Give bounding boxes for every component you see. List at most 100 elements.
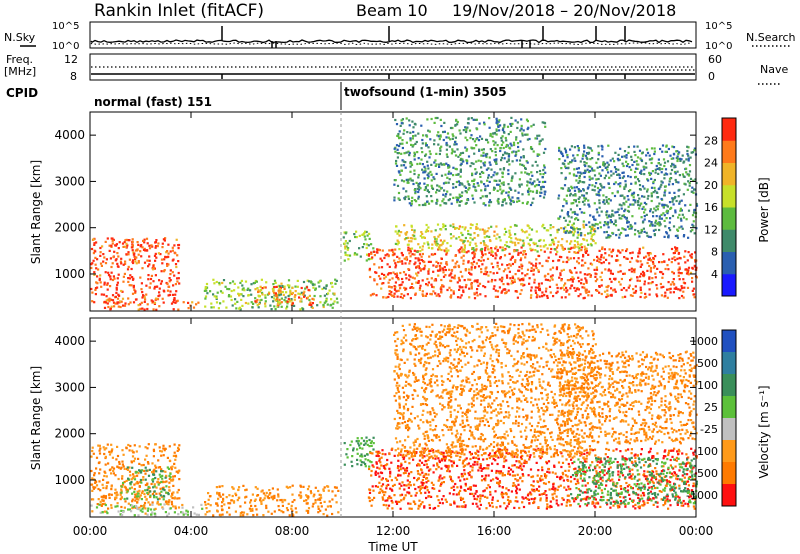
data-cell (606, 289, 609, 292)
data-cell (583, 458, 586, 461)
data-cell (318, 280, 321, 283)
data-cell (638, 252, 641, 255)
data-cell (261, 287, 264, 290)
data-cell (364, 238, 367, 241)
data-cell (173, 496, 176, 499)
data-cell (99, 274, 102, 277)
data-cell (287, 502, 290, 505)
data-cell (424, 294, 428, 297)
data-cell (131, 477, 134, 480)
data-cell (622, 287, 626, 290)
data-cell (416, 447, 419, 450)
data-cell (560, 256, 563, 259)
data-cell (435, 294, 438, 297)
data-cell (496, 233, 499, 236)
data-cell (508, 232, 511, 235)
data-cell (593, 218, 596, 221)
data-cell (174, 507, 177, 510)
data-cell (631, 251, 634, 254)
data-cell (130, 510, 133, 513)
data-cell (678, 297, 681, 300)
data-cell (577, 167, 580, 170)
data-cell (131, 498, 134, 501)
data-cell (618, 233, 621, 236)
data-cell (161, 242, 164, 245)
data-cell (694, 259, 697, 262)
data-cell (408, 481, 411, 484)
data-cell (585, 249, 588, 253)
data-cell (370, 257, 373, 260)
data-cell (139, 250, 142, 253)
data-cell (111, 294, 115, 297)
data-cell (640, 216, 643, 219)
data-cell (122, 275, 125, 278)
data-cell (505, 274, 509, 277)
data-cell (107, 274, 111, 277)
data-cell (175, 470, 178, 473)
data-cell (532, 273, 535, 276)
data-cell (484, 249, 487, 252)
data-cell (435, 172, 438, 175)
data-cell (445, 251, 449, 254)
data-cell (508, 163, 511, 166)
data-cell (472, 260, 476, 263)
data-cell (169, 269, 172, 272)
data-cell (132, 475, 135, 478)
data-cell (442, 241, 445, 244)
data-cell (623, 150, 627, 153)
data-cell (623, 155, 626, 158)
data-cell (482, 154, 485, 157)
data-cell (573, 230, 576, 233)
data-cell (362, 461, 365, 464)
data-cell (598, 194, 601, 197)
data-cell (679, 207, 682, 210)
data-cell (154, 514, 157, 517)
data-cell (443, 266, 446, 269)
data-cell (469, 465, 472, 468)
data-cell (574, 194, 577, 197)
data-cell (453, 274, 456, 277)
data-cell (463, 473, 467, 476)
data-cell (544, 474, 547, 477)
data-cell (525, 230, 528, 233)
data-cell (159, 449, 162, 453)
data-cell (167, 512, 170, 515)
data-cell (261, 293, 264, 296)
data-cell (421, 203, 424, 207)
data-cell (573, 146, 576, 149)
data-cell (168, 459, 171, 462)
data-cell (145, 498, 148, 501)
data-cell (165, 251, 168, 254)
data-cell (684, 250, 687, 253)
data-cell (562, 260, 565, 263)
data-cell (115, 243, 118, 246)
data-cell (521, 272, 524, 275)
data-cell (639, 188, 642, 191)
data-cell (439, 147, 442, 150)
data-cell (335, 279, 338, 282)
data-cell (494, 279, 497, 282)
data-cell (577, 190, 581, 193)
data-cell (582, 220, 585, 223)
data-cell (521, 230, 524, 233)
data-cell (645, 166, 648, 169)
data-cell (574, 482, 578, 486)
data-cell (583, 211, 586, 214)
data-cell (164, 500, 168, 503)
data-cell (413, 155, 416, 158)
data-cell (405, 151, 408, 154)
data-cell (326, 514, 329, 517)
data-cell (131, 238, 134, 241)
data-cell (613, 160, 616, 163)
data-cell (582, 188, 585, 191)
data-cell (423, 177, 426, 180)
data-cell (566, 156, 569, 159)
data-cell (528, 233, 531, 236)
data-cell (687, 209, 691, 212)
data-cell (130, 284, 133, 287)
data-cell (490, 225, 493, 228)
data-cell (445, 261, 448, 264)
data-cell (176, 491, 179, 494)
data-cell (365, 230, 368, 234)
data-cell (472, 250, 475, 254)
